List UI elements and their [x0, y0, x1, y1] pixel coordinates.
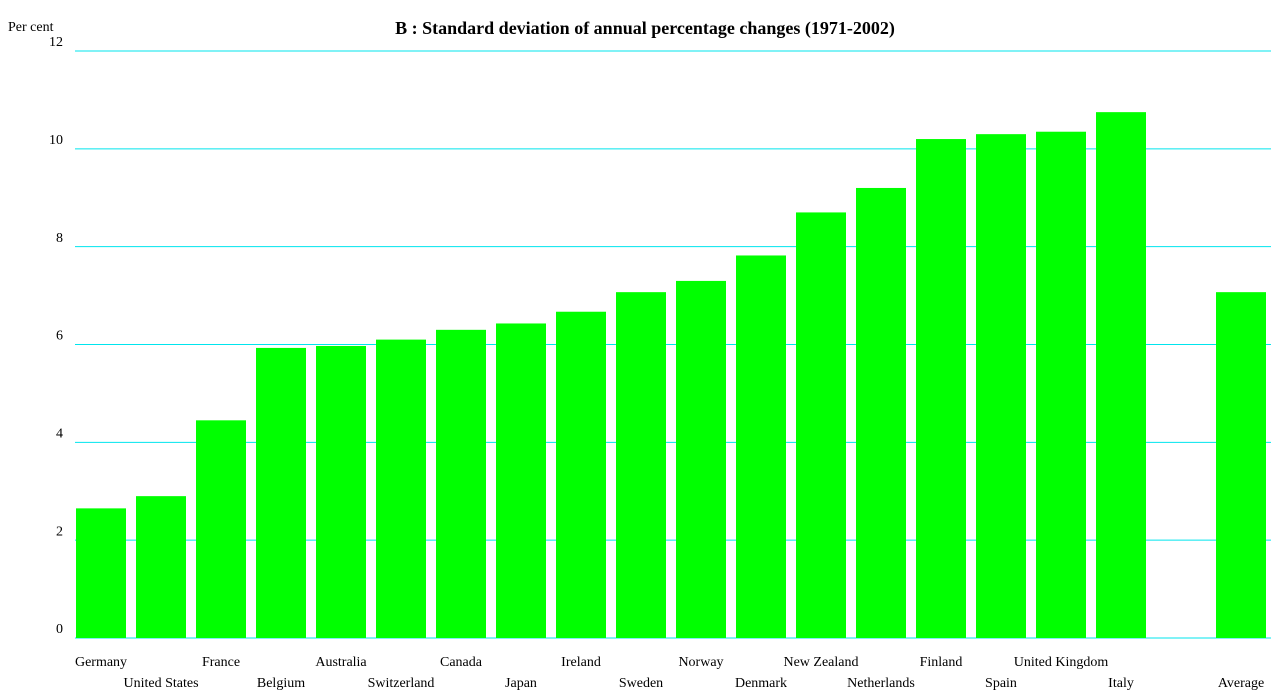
- y-axis-label: Per cent: [8, 20, 54, 35]
- x-tick-label: Denmark: [735, 676, 787, 691]
- y-tick-label: 10: [49, 133, 63, 148]
- bar: [796, 212, 846, 639]
- bar: [856, 187, 906, 638]
- x-tick-label: Norway: [678, 655, 723, 670]
- bar: [1096, 112, 1146, 639]
- bar: [316, 345, 366, 638]
- bar: [196, 420, 246, 638]
- bar: [556, 311, 606, 638]
- chart-title: B : Standard deviation of annual percent…: [395, 18, 895, 39]
- x-tick-label: Spain: [985, 676, 1017, 691]
- bar: [616, 292, 666, 638]
- x-tick-label: Sweden: [619, 676, 663, 691]
- x-tick-label: Finland: [920, 655, 963, 670]
- x-tick-label: Netherlands: [847, 676, 915, 691]
- x-tick-label: Japan: [505, 676, 537, 691]
- x-tick-label: United States: [123, 676, 198, 691]
- x-tick-label: Canada: [440, 655, 483, 670]
- bar: [256, 347, 306, 638]
- bar: [676, 280, 726, 638]
- bar: [976, 134, 1026, 639]
- bar: [1216, 292, 1266, 638]
- x-tick-label: Belgium: [257, 676, 305, 691]
- y-tick-label: 12: [49, 35, 63, 50]
- y-tick-label: 0: [56, 622, 63, 637]
- y-tick-label: 4: [56, 427, 63, 442]
- bar: [916, 139, 966, 639]
- x-tick-label: United Kingdom: [1014, 655, 1109, 670]
- bar: [736, 255, 786, 638]
- bar: [136, 496, 186, 638]
- bar: [436, 329, 486, 638]
- x-tick-label: Italy: [1108, 676, 1134, 691]
- y-tick-label: 6: [56, 329, 63, 344]
- x-tick-label: Switzerland: [368, 676, 435, 691]
- bar: [376, 339, 426, 638]
- x-tick-label: Ireland: [561, 655, 601, 670]
- bar: [496, 323, 546, 638]
- y-tick-label: 2: [56, 524, 63, 539]
- x-tick-label: Average: [1218, 676, 1264, 691]
- x-tick-label: Germany: [75, 655, 127, 670]
- x-tick-label: New Zealand: [783, 655, 858, 670]
- y-tick-label: 8: [56, 231, 63, 246]
- x-tick-label: France: [202, 655, 240, 670]
- bar: [1036, 131, 1086, 638]
- bar: [76, 508, 126, 638]
- x-tick-label: Australia: [315, 655, 367, 670]
